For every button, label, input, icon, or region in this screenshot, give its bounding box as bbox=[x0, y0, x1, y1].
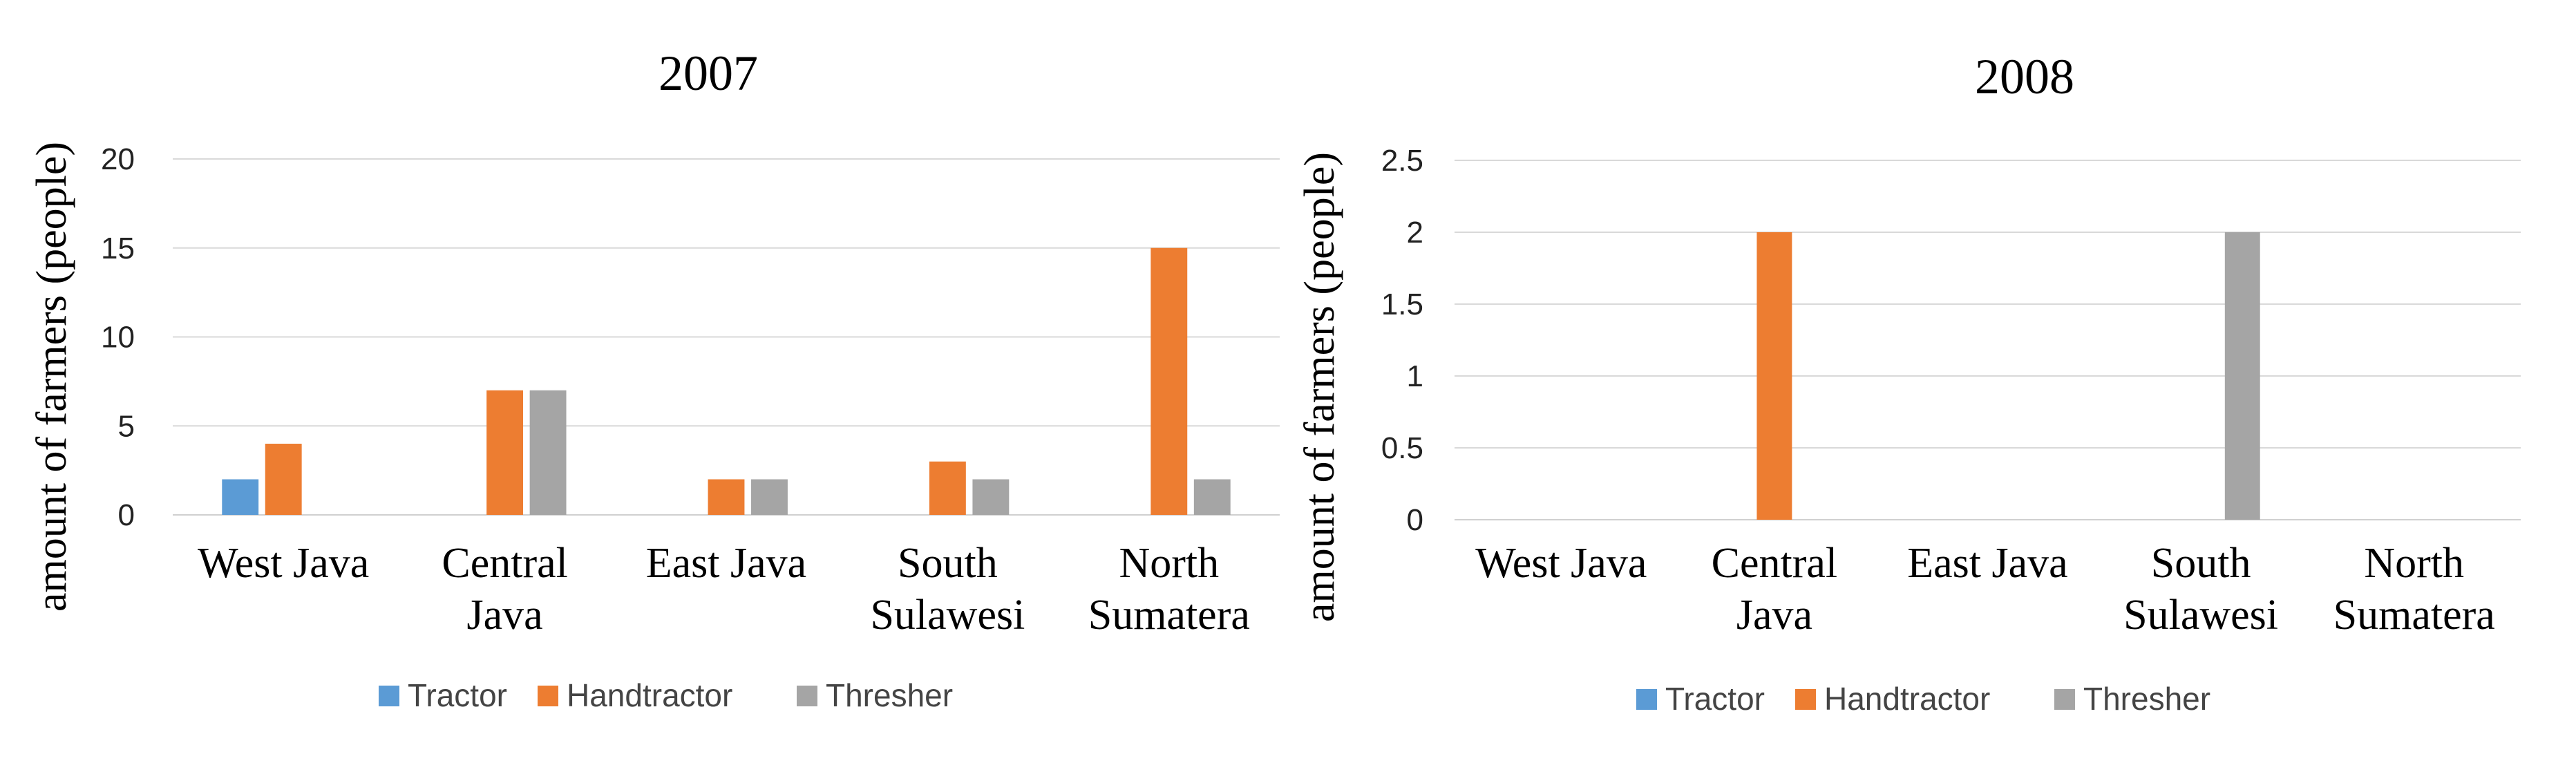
bar-thresher-south-sulawesi bbox=[972, 479, 1010, 515]
legend-label-handtractor: Handtractor bbox=[1824, 681, 1990, 717]
legend-label-handtractor: Handtractor bbox=[567, 677, 732, 713]
bar-handtractor-north-sumatera bbox=[1150, 247, 1188, 515]
x-tick-label: Sumatera bbox=[2333, 592, 2495, 639]
legend-label-tractor: Tractor bbox=[408, 677, 507, 713]
y-tick-label: 0.5 bbox=[1381, 431, 1423, 465]
y-tick-label: 0 bbox=[118, 498, 135, 532]
bar-thresher-south-sulawesi bbox=[2224, 232, 2260, 520]
y-tick-label: 2 bbox=[1407, 216, 1423, 250]
legend-label-thresher: Thresher bbox=[2083, 681, 2210, 717]
bar-handtractor-south-sulawesi bbox=[929, 461, 966, 515]
y-tick-label: 15 bbox=[101, 232, 135, 265]
x-tick-label: East Java bbox=[646, 540, 806, 587]
legend-swatch-thresher bbox=[797, 686, 817, 706]
x-tick-label: Central bbox=[442, 540, 568, 587]
x-tick-label: Java bbox=[467, 592, 543, 639]
chart-title: 2007 bbox=[659, 46, 758, 101]
y-tick-label: 0 bbox=[1407, 503, 1423, 537]
bar-handtractor-central-java bbox=[1756, 232, 1792, 520]
bar-thresher-east-java bbox=[751, 479, 788, 515]
x-tick-label: South bbox=[898, 540, 998, 587]
x-tick-label: Central bbox=[1712, 540, 1838, 587]
x-tick-label: West Java bbox=[1475, 540, 1647, 587]
x-tick-label: Sulawesi bbox=[870, 592, 1025, 639]
legend-swatch-tractor bbox=[379, 686, 399, 706]
x-tick-label: North bbox=[2364, 540, 2464, 587]
legend-swatch-tractor bbox=[1636, 689, 1657, 710]
legend-swatch-handtractor bbox=[538, 686, 558, 706]
chart-2008: 2008 amount of farmers (people) 0 0.5 1 1.5 2 2… bbox=[1296, 49, 2521, 717]
chart-2007: 2007 amount of farmers (people) 0 5 10 15 20 We… bbox=[28, 46, 1280, 713]
y-tick-label: 10 bbox=[101, 321, 135, 355]
x-tick-label: East Java bbox=[1907, 540, 2067, 587]
y-axis-label: amount of farmers (people) bbox=[28, 142, 75, 612]
bar-thresher-central-java bbox=[529, 390, 567, 515]
bar-handtractor-east-java bbox=[708, 479, 745, 515]
bar-handtractor-central-java bbox=[486, 390, 524, 515]
legend-label-thresher: Thresher bbox=[826, 677, 953, 713]
y-tick-label: 2.5 bbox=[1381, 144, 1423, 178]
bar-thresher-north-sumatera bbox=[1193, 479, 1231, 515]
x-tick-label: North bbox=[1119, 540, 1219, 587]
chart-title: 2008 bbox=[1975, 49, 2074, 104]
legend-swatch-handtractor bbox=[1795, 689, 1816, 710]
x-tick-label: Java bbox=[1736, 592, 1812, 639]
x-tick-label: Sumatera bbox=[1088, 592, 1250, 639]
bar-tractor-west-java bbox=[222, 479, 259, 515]
x-tick-label: South bbox=[2151, 540, 2251, 587]
legend-label-tractor: Tractor bbox=[1665, 681, 1765, 717]
x-tick-label: Sulawesi bbox=[2123, 592, 2278, 639]
y-axis-label: amount of farmers (people) bbox=[1296, 152, 1343, 622]
y-tick-label: 20 bbox=[101, 142, 135, 176]
y-tick-label: 1.5 bbox=[1381, 288, 1423, 321]
y-tick-label: 1 bbox=[1407, 359, 1423, 393]
x-tick-label: West Java bbox=[198, 540, 369, 587]
bar-handtractor-west-java bbox=[265, 444, 302, 515]
legend-swatch-thresher bbox=[2054, 689, 2075, 710]
y-tick-label: 5 bbox=[118, 409, 135, 443]
